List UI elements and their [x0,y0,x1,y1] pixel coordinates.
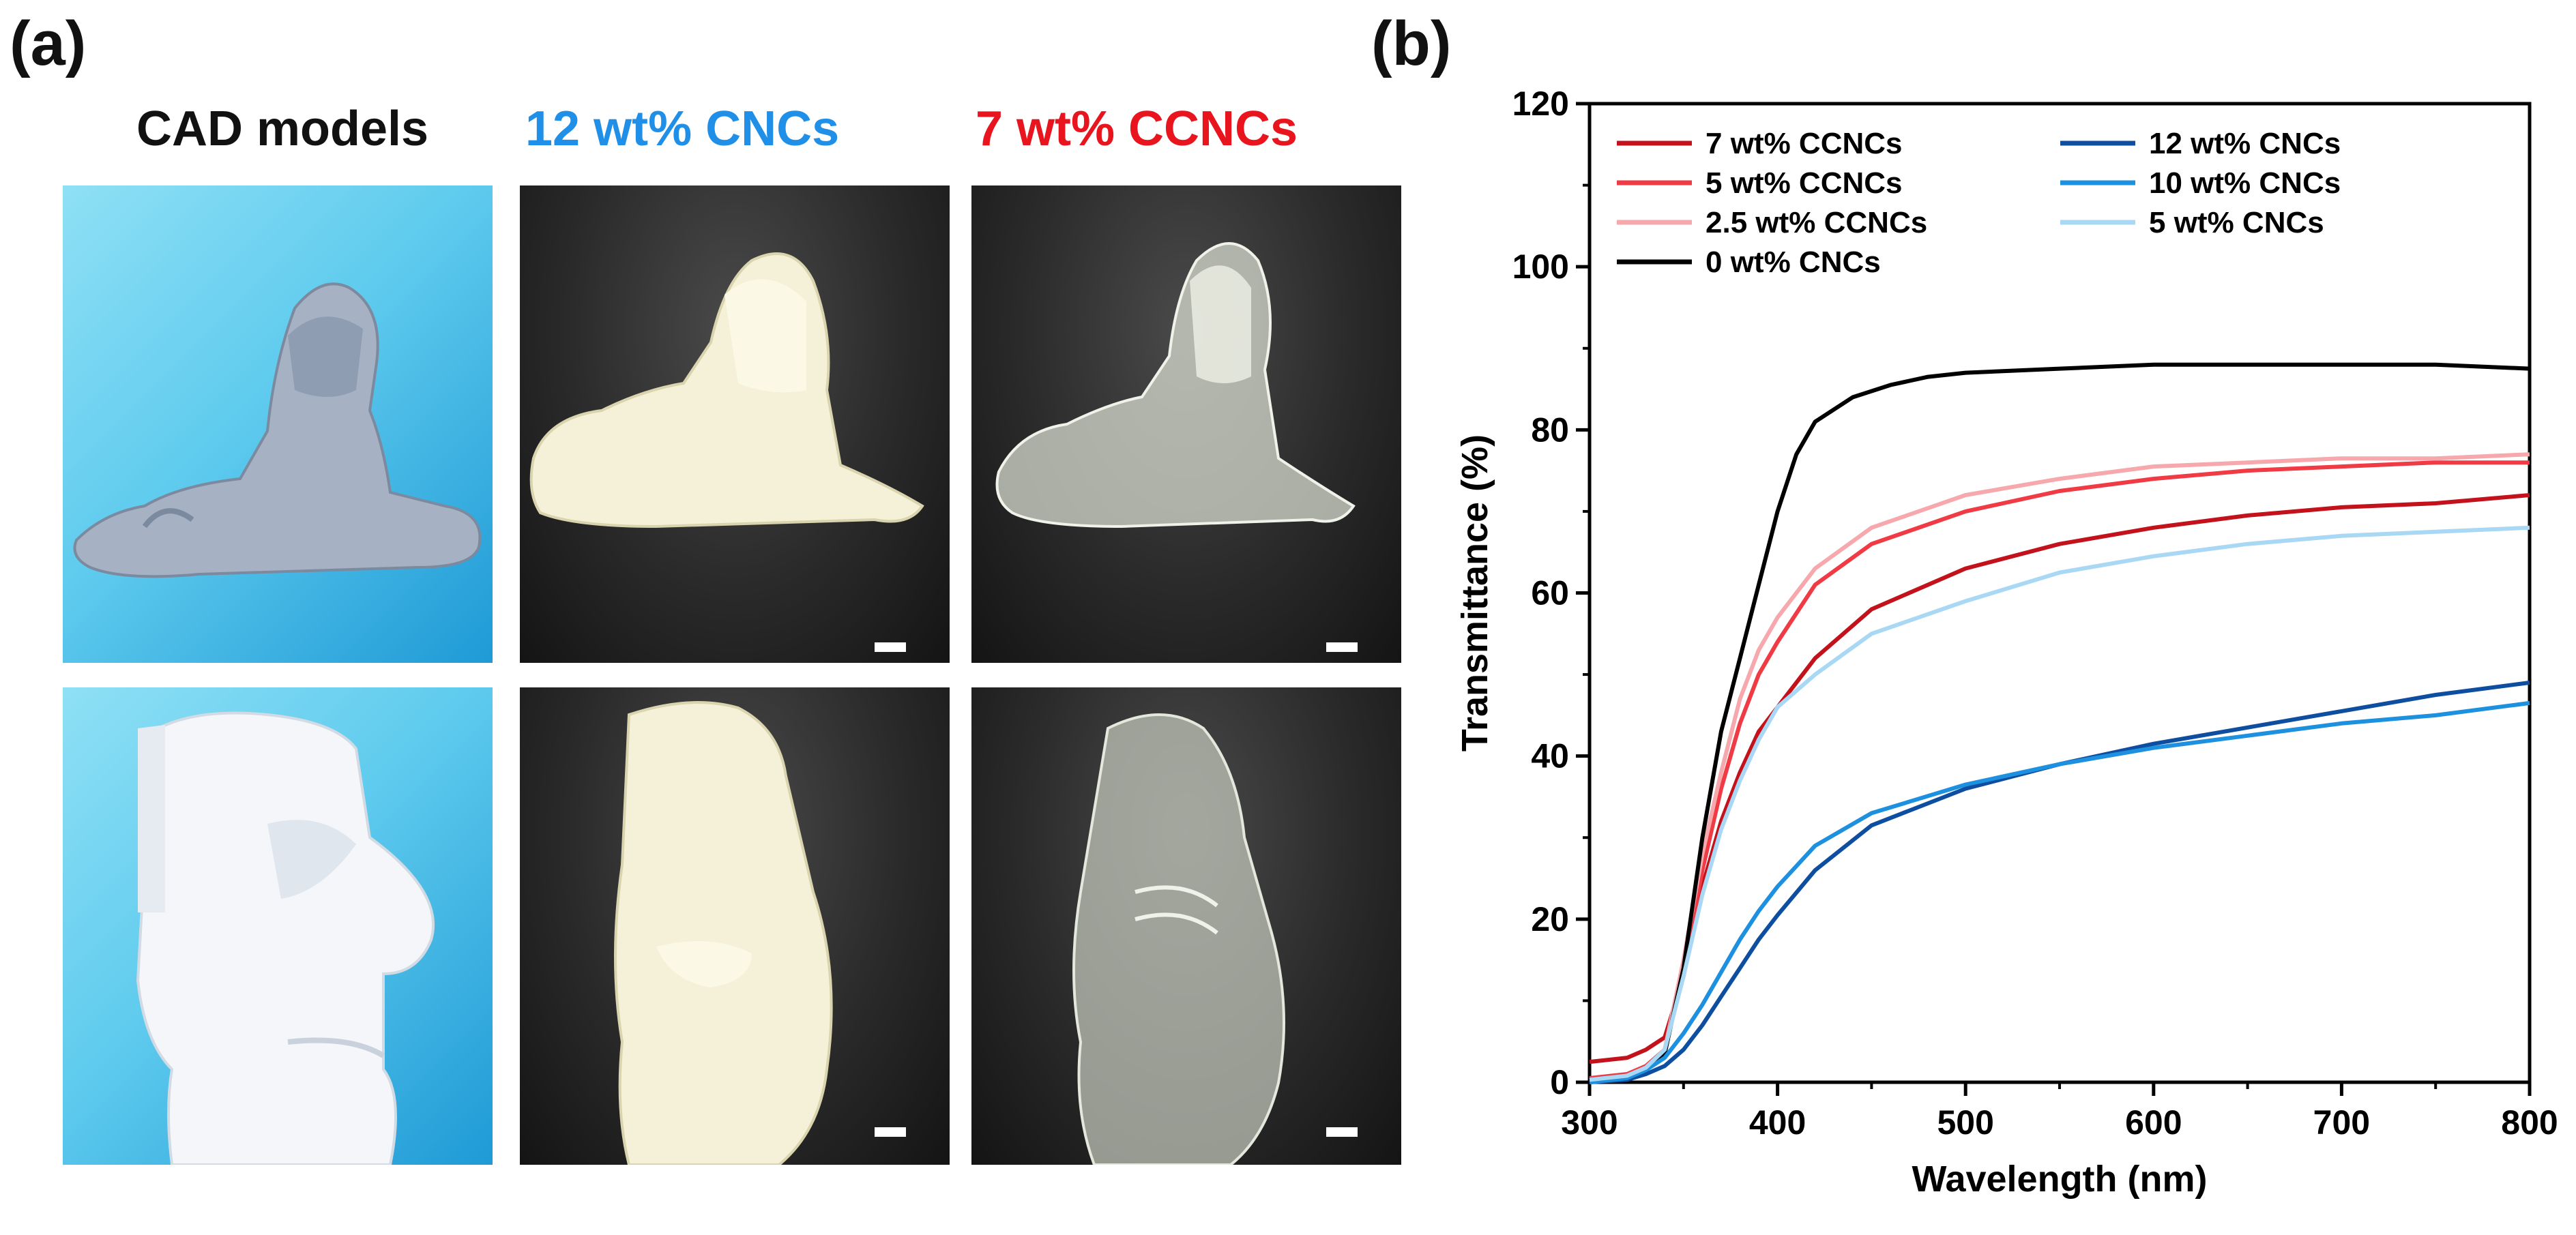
header-7-ccncs: 7 wt% CCNCs [976,102,1298,156]
y-tick-label: 80 [1531,411,1569,449]
x-tick-label: 700 [2313,1103,2370,1142]
series-line-0-wt-cncs [1589,362,2530,1082]
series-line-10-wt-cncs [1589,700,2530,1084]
photo-sphinx-7-ccncs [971,185,1401,663]
legend-label-5-wt-cncs: 5 wt% CNCs [2149,206,2324,239]
x-axis-label: Wavelength (nm) [1912,1159,2207,1200]
panel-a-label: (a) [10,9,87,78]
transmittance-chart: 300 400 500 600 700 800 0 20 40 60 80 100 120 Wavelen… [1454,85,2558,1200]
y-tick-label: 120 [1512,85,1569,123]
legend-label-7-wt-ccncs: 7 wt% CCNCs [1706,127,1903,160]
header-cad-models: CAD models [136,102,429,156]
legend-label-5-wt-ccncs: 5 wt% CCNCs [1706,166,1903,200]
scalebar [875,1127,906,1137]
scalebar [875,642,906,652]
legend-label-12-wt-cncs: 12 wt% CNCs [2149,127,2341,160]
series-line-5-wt-cncs [1589,525,2530,1082]
x-tick-label: 300 [1561,1103,1618,1142]
legend-label-2-5-wt-ccncs: 2.5 wt% CCNCs [1706,206,1927,239]
x-tick-label: 500 [1937,1103,1993,1142]
x-tick-label: 600 [2125,1103,2182,1142]
y-axis-label: Transmittance (%) [1454,434,1495,752]
cad-sphinx-image [63,185,493,663]
y-tick-label: 0 [1550,1063,1569,1101]
series-line-12-wt-cncs [1589,681,2530,1084]
legend-label-10-wt-cncs: 10 wt% CNCs [2149,166,2341,200]
photo-moai-12-cncs [520,687,950,1165]
y-tick-label: 100 [1512,248,1569,286]
header-12-cncs: 12 wt% CNCs [525,102,840,156]
scalebar [1326,1127,1358,1137]
series-line-7-wt-ccncs [1589,493,2530,1065]
panel-b-label: (b) [1371,9,1452,78]
scalebar [1326,642,1358,652]
x-tick-label: 800 [2501,1103,2558,1142]
cad-moai-image [63,687,493,1165]
y-tick-label: 20 [1531,900,1569,938]
y-tick-label: 60 [1531,574,1569,612]
photo-moai-7-ccncs [971,687,1401,1165]
y-tick-label: 40 [1531,737,1569,775]
photo-sphinx-12-cncs [520,185,950,663]
legend-label-0-wt-cncs: 0 wt% CNCs [1706,245,1881,279]
x-tick-label: 400 [1749,1103,1806,1142]
